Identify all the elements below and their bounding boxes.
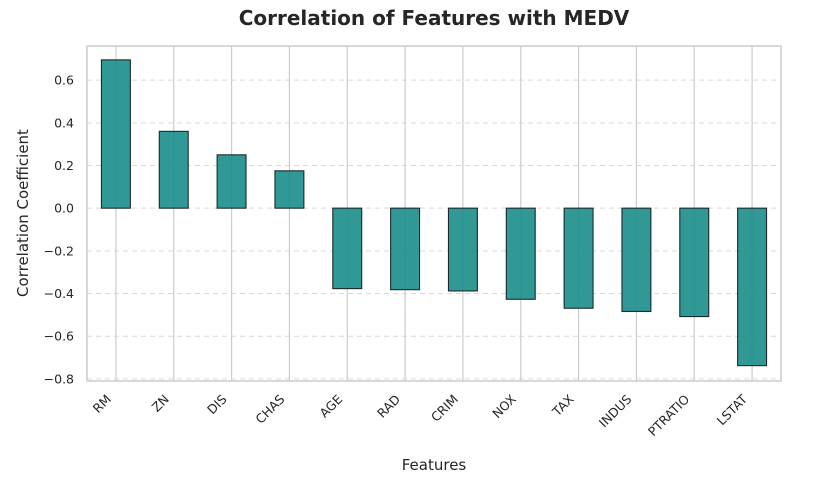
- chart-title: Correlation of Features with MEDV: [239, 6, 630, 30]
- grid: [87, 46, 781, 381]
- y-tick-label: −0.6: [44, 329, 74, 344]
- y-tick-label: −0.8: [44, 371, 74, 386]
- bar-ptratio: [679, 207, 710, 318]
- bar-rad: [390, 207, 421, 291]
- y-tick-label: −0.4: [44, 286, 74, 301]
- bar-dis: [216, 154, 247, 209]
- x-tick-labels: RM ZN DIS CHAS AGE RAD CRIM NOX TAX INDUS PTRATIO L…: [90, 391, 751, 439]
- y-axis-label: Correlation Coefficient: [14, 129, 32, 297]
- bar-indus: [621, 207, 652, 312]
- x-tick-label: RM: [90, 392, 114, 416]
- bar-nox: [505, 207, 536, 300]
- y-tick-label: 0.6: [54, 73, 74, 88]
- y-tick-label: 0.0: [54, 201, 74, 216]
- bar-tax: [563, 207, 594, 309]
- x-tick-label: TAX: [549, 391, 577, 419]
- bar-rm: [100, 59, 131, 209]
- y-tick-labels: −0.8 −0.6 −0.4 −0.2 0.0 0.2 0.4 0.6: [44, 73, 74, 387]
- y-tick-label: 0.4: [54, 115, 74, 130]
- x-tick-label: ZN: [149, 392, 172, 415]
- bar-crim: [447, 207, 478, 292]
- x-tick-label: CHAS: [252, 391, 287, 426]
- x-tick-label: AGE: [316, 391, 345, 420]
- bars: [100, 59, 768, 367]
- x-tick-label: INDUS: [596, 391, 635, 430]
- x-tick-label: NOX: [489, 391, 519, 421]
- bar-lstat: [737, 207, 768, 367]
- plot-frame: [86, 45, 782, 382]
- bar-age: [332, 207, 363, 290]
- x-tick-label: RAD: [374, 392, 403, 421]
- x-tick-label: LSTAT: [714, 391, 751, 428]
- x-tick-label: CRIM: [428, 392, 461, 425]
- x-tick-label: PTRATIO: [645, 391, 693, 439]
- bar-zn: [158, 130, 189, 209]
- bar-chas: [274, 170, 305, 209]
- y-tick-label: −0.2: [44, 243, 74, 258]
- x-axis-label: Features: [402, 456, 467, 474]
- y-tick-label: 0.2: [54, 158, 74, 173]
- x-tick-label: DIS: [204, 391, 230, 417]
